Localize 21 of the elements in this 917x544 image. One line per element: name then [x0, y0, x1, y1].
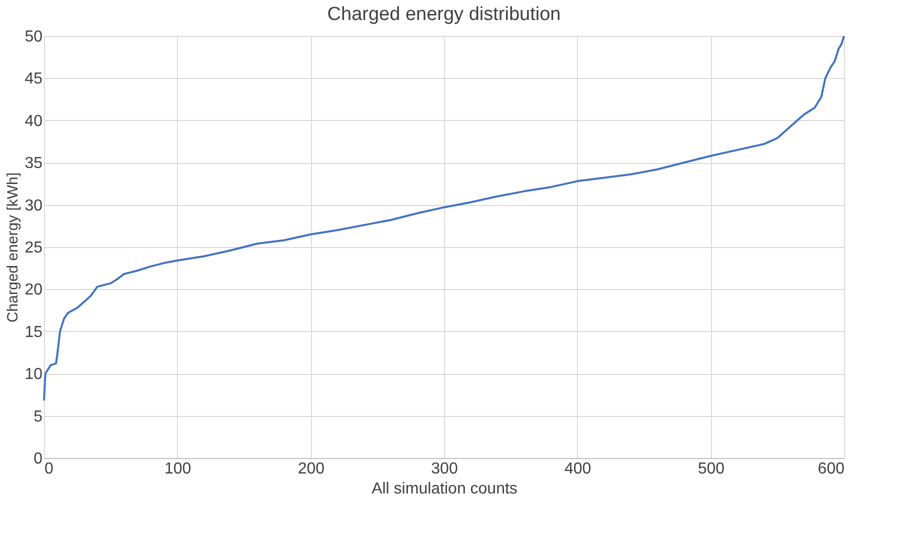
y-tick-label: 40	[24, 112, 43, 130]
y-tick-label: 25	[24, 240, 43, 256]
y-tick-label: 15	[24, 324, 43, 341]
x-tick-label: 300	[431, 460, 458, 478]
x-tick-label: 0	[44, 460, 54, 478]
line-series	[43, 35, 845, 402]
x-axis-title: All simulation counts	[372, 480, 518, 498]
y-tick-label: 20	[24, 282, 43, 299]
y-tick-label: 5	[34, 408, 43, 426]
x-tick-label: 600	[818, 460, 845, 478]
y-tick-label: 30	[24, 197, 43, 214]
y-tick-label: 10	[24, 366, 43, 384]
x-tick-label: 100	[164, 460, 192, 478]
y-tick-label: 50	[24, 28, 43, 46]
x-tick-label: 500	[698, 460, 725, 478]
y-tick-label: 35	[24, 155, 43, 172]
y-axis-title: Charged energy [kWh]	[4, 172, 22, 323]
x-tick-label: 400	[564, 460, 592, 478]
chart-title: Charged energy distribution	[327, 4, 561, 25]
x-tick-label: 200	[298, 460, 325, 478]
y-tick-label: 45	[24, 70, 43, 88]
